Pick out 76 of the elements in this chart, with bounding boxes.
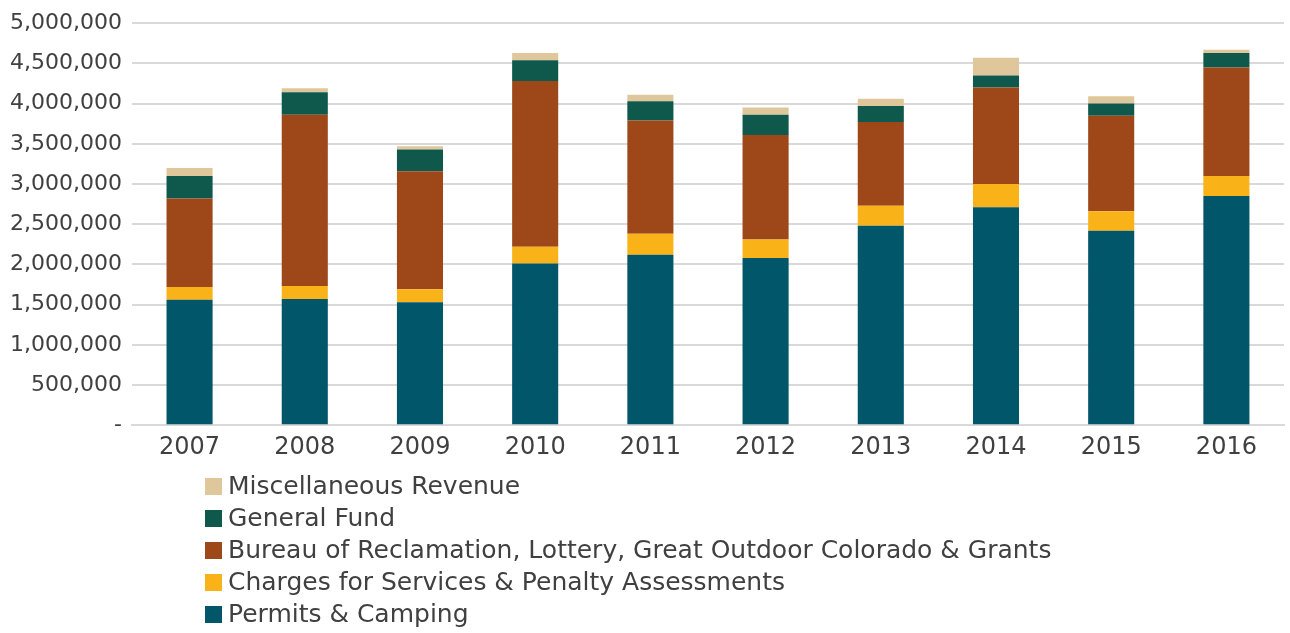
bar bbox=[1088, 96, 1135, 104]
x-tick-label: 2007 bbox=[159, 431, 221, 460]
bar bbox=[742, 239, 789, 258]
bar bbox=[627, 94, 674, 102]
bar bbox=[1088, 211, 1135, 231]
y-tick-label: 1,000,000 bbox=[10, 330, 122, 356]
bar bbox=[512, 81, 559, 247]
bar bbox=[1088, 230, 1135, 425]
bar bbox=[742, 134, 789, 240]
legend-label: Charges for Services & Penalty Assessments bbox=[228, 566, 786, 598]
legend-label: General Fund bbox=[228, 502, 396, 534]
y-tick-label: 3,000,000 bbox=[10, 169, 122, 195]
y-tick-label: 3,500,000 bbox=[10, 129, 122, 155]
bar bbox=[1203, 49, 1250, 53]
x-tick-label: 2012 bbox=[735, 431, 797, 460]
bar bbox=[857, 205, 904, 226]
bar bbox=[166, 299, 213, 425]
y-tick-label: 5,000,000 bbox=[10, 8, 122, 34]
bar bbox=[512, 246, 559, 264]
bar bbox=[972, 207, 1020, 425]
bar bbox=[627, 254, 674, 425]
x-tick-label: 2016 bbox=[1195, 431, 1257, 460]
bar bbox=[1088, 115, 1135, 212]
bar bbox=[512, 263, 559, 425]
bar bbox=[396, 171, 444, 290]
x-tick-label: 2011 bbox=[619, 431, 681, 460]
bar bbox=[857, 98, 904, 107]
x-tick-label: 2014 bbox=[965, 431, 1027, 460]
bar bbox=[512, 60, 559, 82]
bar bbox=[396, 289, 444, 303]
legend-label: Miscellaneous Revenue bbox=[228, 470, 521, 502]
bar bbox=[396, 149, 444, 172]
y-tick-label: 1,500,000 bbox=[10, 290, 122, 316]
bar bbox=[281, 88, 328, 93]
bar bbox=[742, 107, 789, 115]
x-tick-label: 2015 bbox=[1080, 431, 1142, 460]
x-tick-label: 2008 bbox=[274, 431, 336, 460]
bar bbox=[627, 101, 674, 121]
y-tick-label: - bbox=[114, 410, 122, 436]
x-tick-label: 2010 bbox=[504, 431, 566, 460]
bar bbox=[1203, 67, 1250, 176]
legend-label: Bureau of Reclamation, Lottery, Great Outdoor Colorado & Grants bbox=[228, 534, 1052, 566]
legend-label: Permits & Camping bbox=[228, 598, 469, 630]
bar bbox=[627, 233, 674, 255]
bar bbox=[166, 167, 213, 176]
bar bbox=[857, 122, 904, 206]
y-tick-label: 2,000,000 bbox=[10, 250, 122, 276]
bar bbox=[166, 175, 213, 199]
bar bbox=[166, 198, 213, 287]
bar bbox=[972, 184, 1020, 208]
bar bbox=[1088, 103, 1135, 116]
bar bbox=[972, 75, 1020, 88]
bar bbox=[396, 146, 444, 150]
bar bbox=[166, 286, 213, 300]
bar bbox=[857, 106, 904, 123]
bar bbox=[742, 257, 789, 425]
y-tick-label: 500,000 bbox=[30, 370, 122, 396]
bar bbox=[857, 225, 904, 425]
bar bbox=[281, 114, 328, 287]
bar bbox=[972, 57, 1020, 76]
bar bbox=[512, 52, 559, 61]
bar bbox=[281, 286, 328, 299]
bar bbox=[627, 120, 674, 234]
bar bbox=[281, 298, 328, 425]
y-tick-label: 4,500,000 bbox=[10, 49, 122, 75]
bar bbox=[1203, 52, 1250, 68]
y-tick-label: 2,500,000 bbox=[10, 209, 122, 235]
bar bbox=[1203, 175, 1250, 197]
bar bbox=[1203, 196, 1250, 425]
x-tick-label: 2013 bbox=[850, 431, 912, 460]
bar bbox=[396, 302, 444, 425]
bar bbox=[742, 114, 789, 135]
bar bbox=[972, 87, 1020, 184]
y-tick-label: 4,000,000 bbox=[10, 89, 122, 115]
x-tick-label: 2009 bbox=[389, 431, 451, 460]
bar bbox=[281, 92, 328, 115]
